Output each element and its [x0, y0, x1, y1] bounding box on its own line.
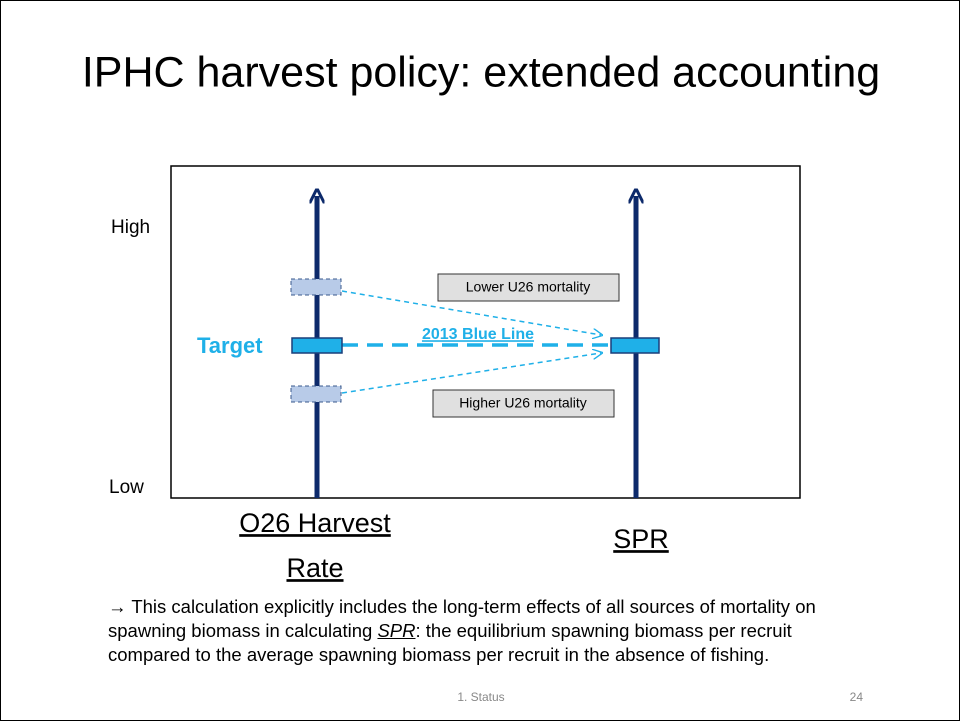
- higher-label: Higher U26 mortality: [459, 395, 587, 411]
- target-box-left: [291, 337, 343, 354]
- note-text: : the equilibrium spawning biomass per r…: [108, 620, 792, 665]
- lower-box: [290, 385, 342, 403]
- target-label: Target: [197, 333, 263, 358]
- y-low: Low: [109, 477, 144, 498]
- note: → This calculation explicitly includes t…: [108, 595, 828, 667]
- note-emph: SPR: [377, 620, 416, 641]
- left-axis-label: Rate: [286, 553, 343, 583]
- lower-label-box: [437, 273, 620, 302]
- lower-label: Lower U26 mortality: [466, 279, 591, 295]
- arrow-lower: [341, 290, 601, 335]
- right-axis-label: SPR: [613, 524, 669, 554]
- note-text: This calculation explicitly includes the…: [108, 596, 816, 641]
- y-high: High: [111, 217, 150, 238]
- arrow: →: [108, 596, 127, 617]
- page-number: 24: [850, 690, 864, 704]
- frame: [170, 165, 801, 499]
- higher-label-box: [432, 389, 615, 418]
- title: IPHC harvest policy: extended accounting: [82, 48, 880, 96]
- target-box-right: [610, 337, 660, 354]
- left-axis-label: O26 Harvest: [239, 508, 391, 538]
- blue-line-label: 2013 Blue Line: [422, 326, 534, 343]
- upper-box: [290, 278, 342, 296]
- arrow-higher: [341, 353, 601, 394]
- footer-section: 1. Status: [457, 690, 504, 704]
